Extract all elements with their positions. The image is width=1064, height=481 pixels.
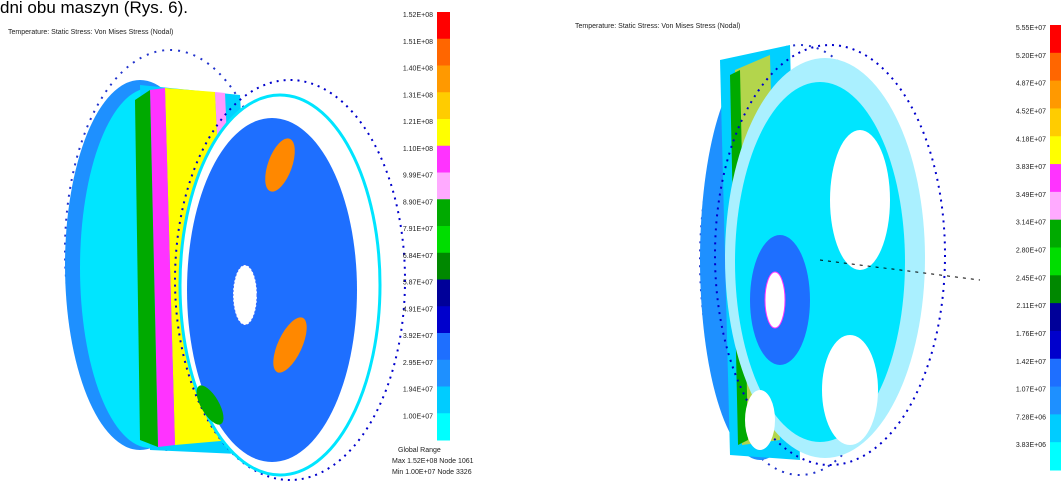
- colorbar-label: 1.10E+08: [403, 146, 433, 153]
- colorbar-segment: [1050, 247, 1061, 276]
- colorbar-label: 1.07E+07: [1016, 387, 1046, 394]
- colorbar-label: 9.99E+07: [403, 173, 433, 180]
- colorbar-label: 1.76E+07: [1016, 331, 1046, 338]
- wheel-right: [699, 44, 981, 476]
- colorbar-segment: [437, 12, 450, 40]
- colorbar-segment: [437, 306, 450, 334]
- colorbar-label: 3.49E+07: [1016, 192, 1046, 199]
- colorbar-label: 7.91E+07: [403, 226, 433, 233]
- colorbar-segment: [1050, 25, 1061, 54]
- colorbar-label: 1.94E+07: [403, 387, 433, 394]
- colorbar-label: 1.42E+07: [1016, 359, 1046, 366]
- colorbar-segment: [1050, 330, 1061, 360]
- colorbar-segment: [437, 226, 450, 254]
- colorbar-label: 3.14E+07: [1016, 220, 1046, 227]
- colorbar-label: 1.31E+08: [403, 92, 433, 99]
- colorbar: 5.55E+07 5.20E+07 4.87E+07 4.52E+07 4.18E+07…: [1016, 25, 1061, 471]
- colorbar-segment: [1050, 414, 1061, 443]
- colorbar-label: 3.83E+07: [1016, 164, 1046, 171]
- footer: Min 1.00E+07 Node 3326: [392, 469, 472, 476]
- colorbar-label: 7.28E+06: [1016, 414, 1046, 421]
- colorbar-label: 5.87E+07: [403, 280, 433, 287]
- colorbar-segment: [437, 38, 450, 66]
- colorbar-label: 1.51E+08: [403, 39, 433, 46]
- footer: Max 1.52E+08 Node 1061: [392, 458, 474, 465]
- colorbar-segment: [437, 333, 450, 361]
- colorbar-label: 4.91E+07: [403, 306, 433, 313]
- colorbar-segment: [1050, 52, 1061, 82]
- colorbar-segment: [437, 413, 450, 441]
- colorbar-segment: [1050, 164, 1061, 193]
- colorbar-label: 4.52E+07: [1016, 108, 1046, 115]
- colorbar-label: 1.00E+07: [403, 413, 433, 420]
- colorbar-segment: [1050, 219, 1061, 248]
- colorbar-segment: [1050, 191, 1061, 221]
- colorbar-segment: [437, 65, 450, 93]
- colorbar-label: 5.55E+07: [1016, 25, 1046, 32]
- colorbar-segment: [437, 386, 450, 414]
- colorbar-label: 2.45E+07: [1016, 275, 1046, 282]
- colorbar-label: 6.84E+07: [403, 253, 433, 260]
- colorbar-segment: [1050, 108, 1061, 137]
- colorbar-segment: [1050, 275, 1061, 304]
- footer: Global Range: [398, 447, 441, 454]
- figure-title: Temperature: Static Stress: Von Mises St…: [8, 29, 173, 36]
- colorbar-segment: [1050, 80, 1061, 109]
- colorbar-label: 5.20E+07: [1016, 53, 1046, 60]
- colorbar-label: 1.21E+08: [403, 119, 433, 126]
- heading: dni obu maszyn (Rys. 6).: [0, 0, 188, 17]
- colorbar-segment: [437, 172, 450, 200]
- colorbar-label: 2.95E+07: [403, 360, 433, 367]
- colorbar-segment: [437, 199, 450, 227]
- colorbar-segment: [437, 279, 450, 307]
- colorbar-label: 8.90E+07: [403, 199, 433, 206]
- colorbar-label: 2.80E+07: [1016, 248, 1046, 255]
- colorbar-label: 3.92E+07: [403, 333, 433, 340]
- colorbar-label: 3.83E+06: [1016, 442, 1046, 449]
- colorbar-segment: [437, 252, 450, 280]
- colorbar-segment: [1050, 136, 1061, 165]
- colorbar-label: 1.40E+08: [403, 66, 433, 73]
- colorbar-label: 1.52E+08: [403, 12, 433, 19]
- colorbar-segment: [1050, 358, 1061, 388]
- figure-title: Temperature: Static Stress: Von Mises St…: [575, 23, 740, 30]
- colorbar: 1.52E+08 1.51E+08 1.40E+08 1.31E+08 1.21E+08…: [403, 12, 450, 441]
- colorbar-segment: [437, 359, 450, 387]
- colorbar-segment: [437, 145, 450, 173]
- colorbar-segment: [1050, 303, 1061, 332]
- colorbar-segment: [437, 119, 450, 147]
- wheel-left: [64, 49, 406, 481]
- colorbar-label: 2.11E+07: [1016, 303, 1046, 310]
- colorbar-label: 4.18E+07: [1016, 136, 1046, 143]
- colorbar-segment: [437, 92, 450, 120]
- colorbar-segment: [1050, 442, 1061, 471]
- colorbar-segment: [1050, 386, 1061, 415]
- colorbar-label: 4.87E+07: [1016, 81, 1046, 88]
